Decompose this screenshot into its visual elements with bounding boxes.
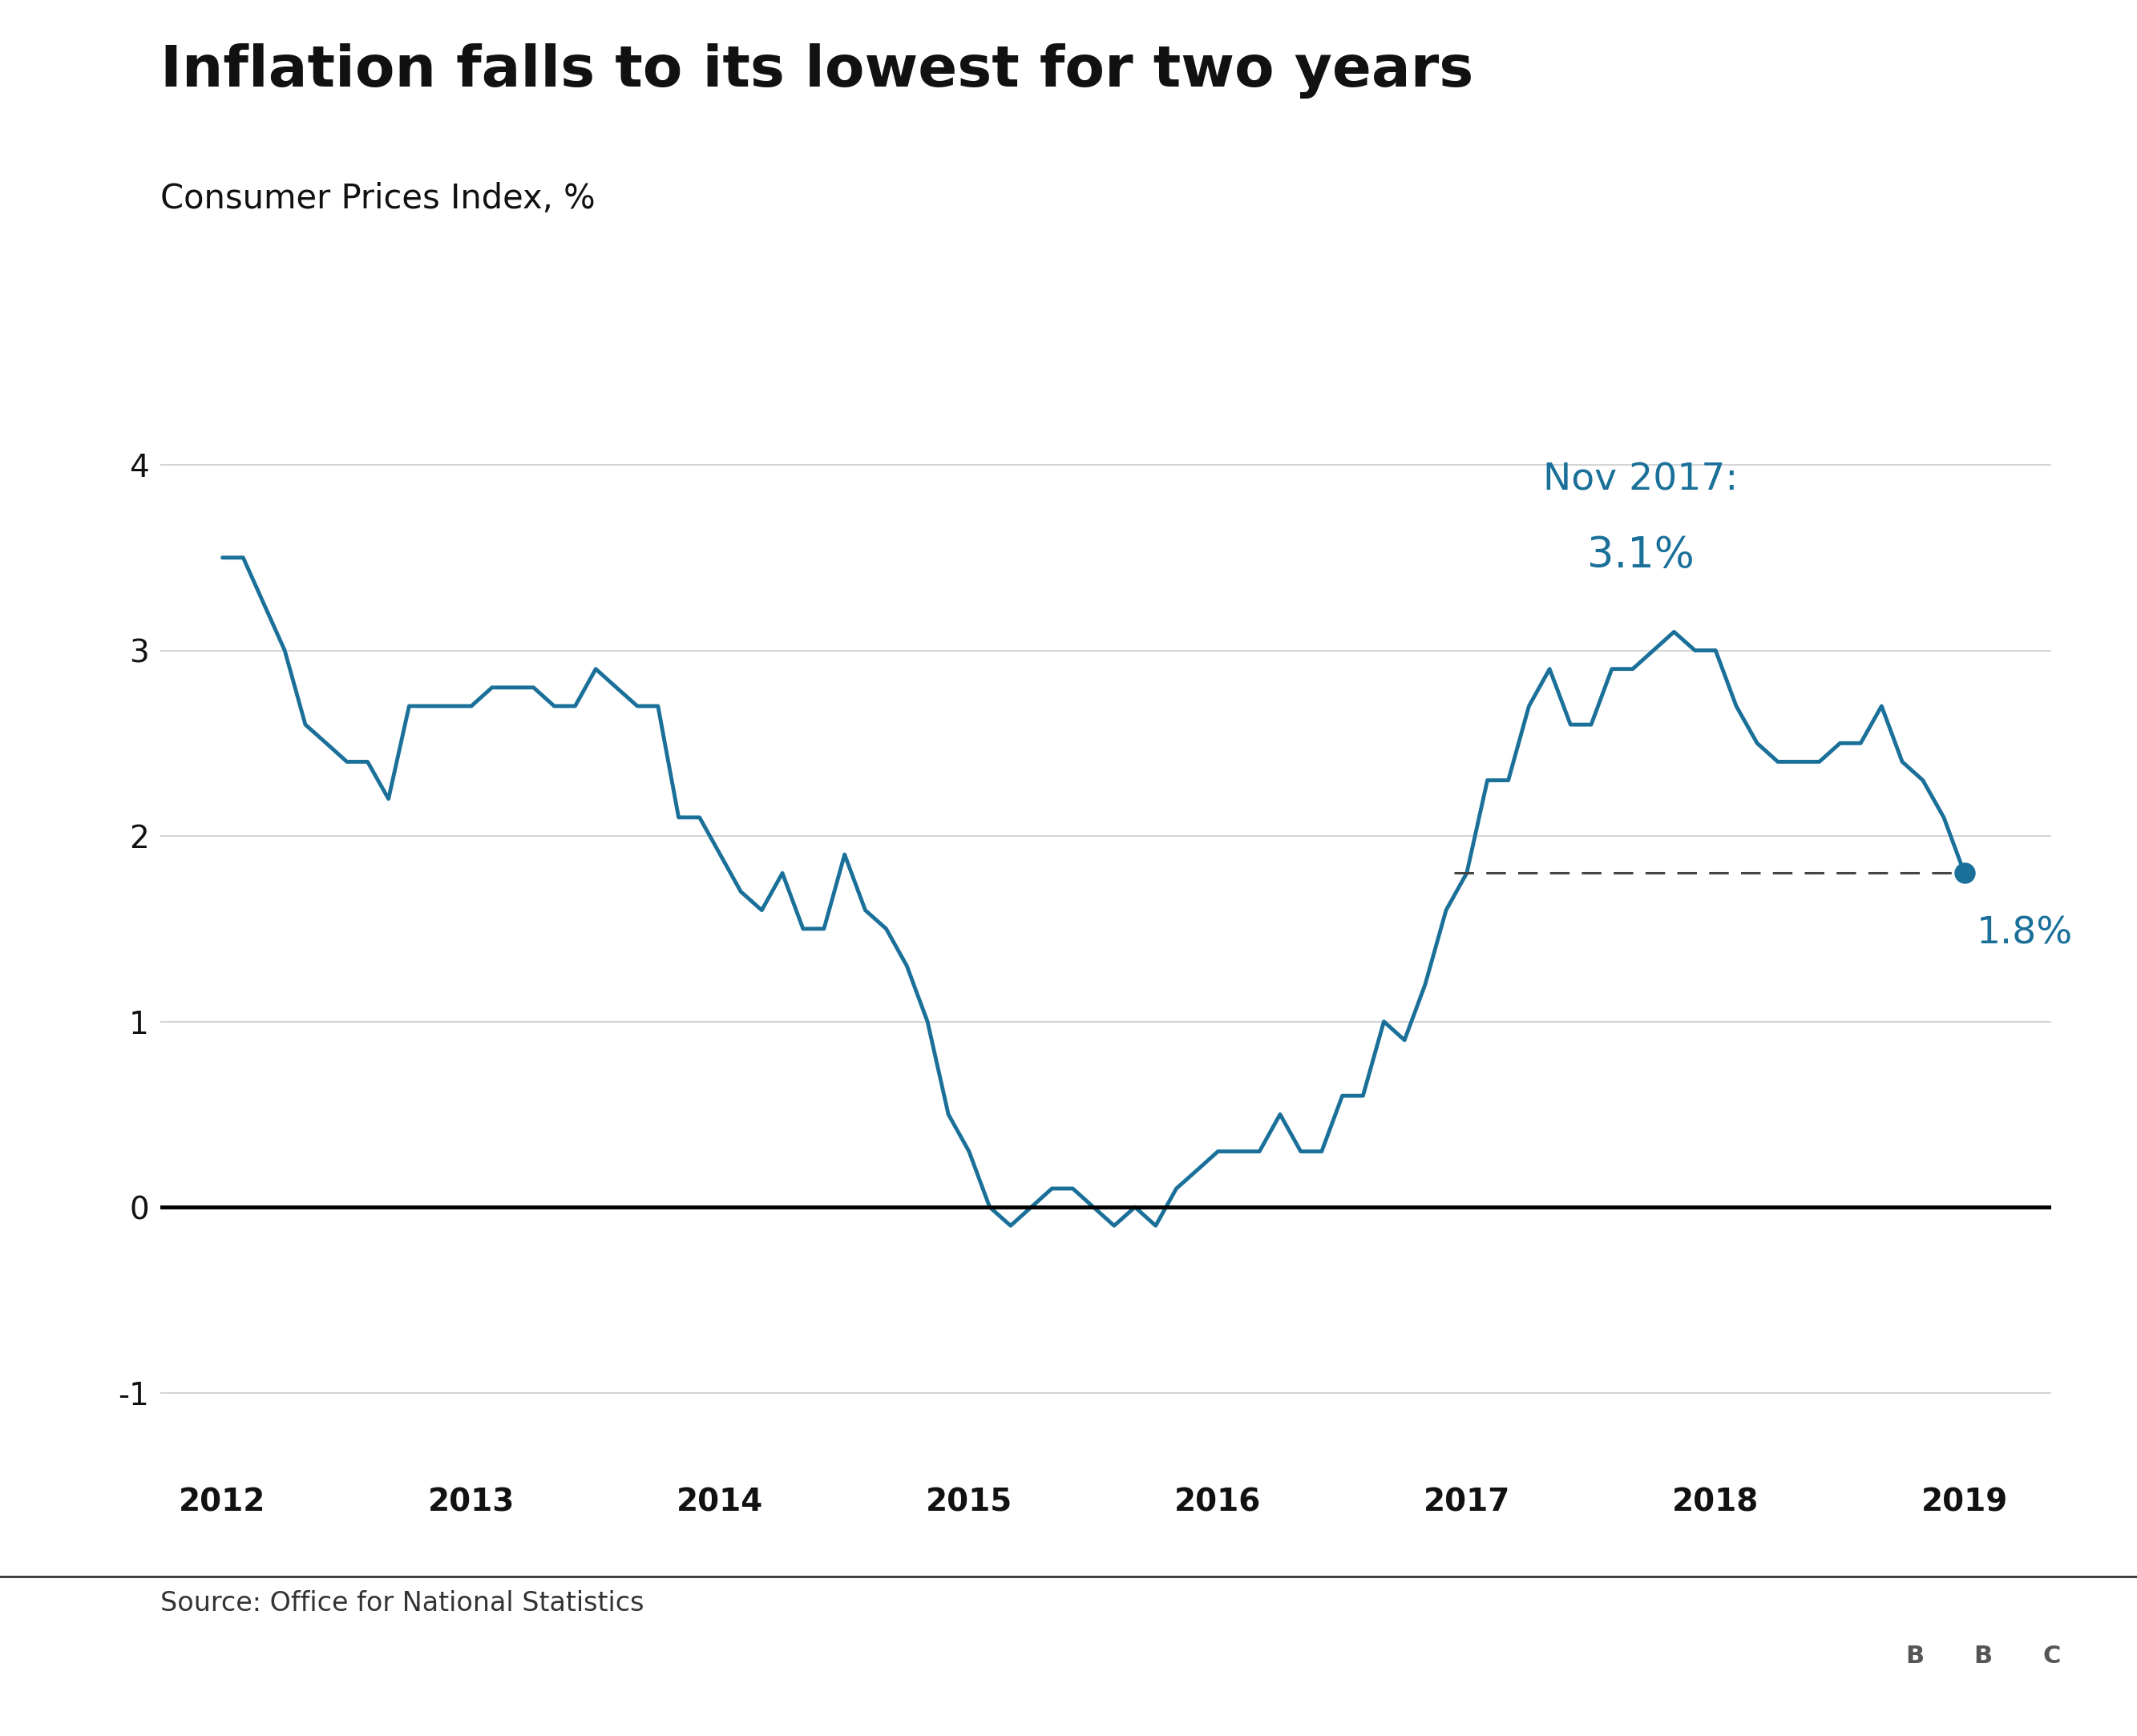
Bar (1953, 1602, 2013, 1710)
Bar (1885, 1602, 1945, 1710)
Text: Source: Office for National Statistics: Source: Office for National Statistics (160, 1590, 643, 1616)
Bar (2022, 1602, 2081, 1710)
Text: C: C (2043, 1644, 2060, 1668)
Text: 3.1%: 3.1% (1588, 535, 1695, 576)
Text: B: B (1906, 1644, 1923, 1668)
Text: 1.8%: 1.8% (1977, 917, 2073, 951)
Text: Inflation falls to its lowest for two years: Inflation falls to its lowest for two ye… (160, 43, 1472, 99)
Text: B: B (1975, 1644, 1992, 1668)
Text: Consumer Prices Index, %: Consumer Prices Index, % (160, 182, 596, 215)
Text: Nov 2017:: Nov 2017: (1543, 462, 1737, 498)
